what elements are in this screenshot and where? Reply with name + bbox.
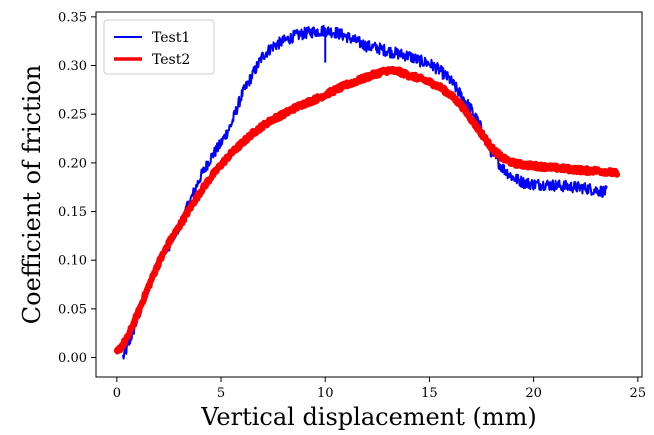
series-line-test2 [113, 65, 620, 355]
legend-label-test1: Test1 [152, 30, 190, 46]
x-tick-label: 20 [525, 386, 542, 401]
y-tick-label: 0.20 [58, 156, 87, 171]
x-tick-label: 10 [317, 386, 334, 401]
x-axis-label: Vertical displacement (mm) [200, 403, 536, 431]
x-tick-label: 0 [113, 386, 121, 401]
y-tick-label: 0.05 [58, 302, 87, 317]
y-tick-label: 0.35 [58, 10, 87, 25]
x-tick-label: 25 [630, 386, 647, 401]
x-tick-label: 15 [421, 386, 438, 401]
y-tick-label: 0.15 [58, 205, 87, 220]
y-tick-label: 0.10 [58, 254, 87, 269]
y-tick-label: 0.25 [58, 108, 87, 123]
legend-label-test2: Test2 [152, 52, 190, 68]
series-line-test1 [122, 24, 608, 360]
plot-area [113, 24, 620, 360]
legend: Test1 Test2 [103, 19, 215, 75]
ticks: 0 5 10 15 20 25 0.00 0.05 0.10 0.15 0.20 0.25 0.30 0.… [58, 10, 646, 401]
y-tick-label: 0.00 [58, 351, 87, 366]
y-axis-label: Coefficient of friction [18, 65, 46, 324]
y-tick-label: 0.30 [58, 59, 87, 74]
x-tick-label: 5 [217, 386, 225, 401]
plot-frame [95, 11, 643, 378]
